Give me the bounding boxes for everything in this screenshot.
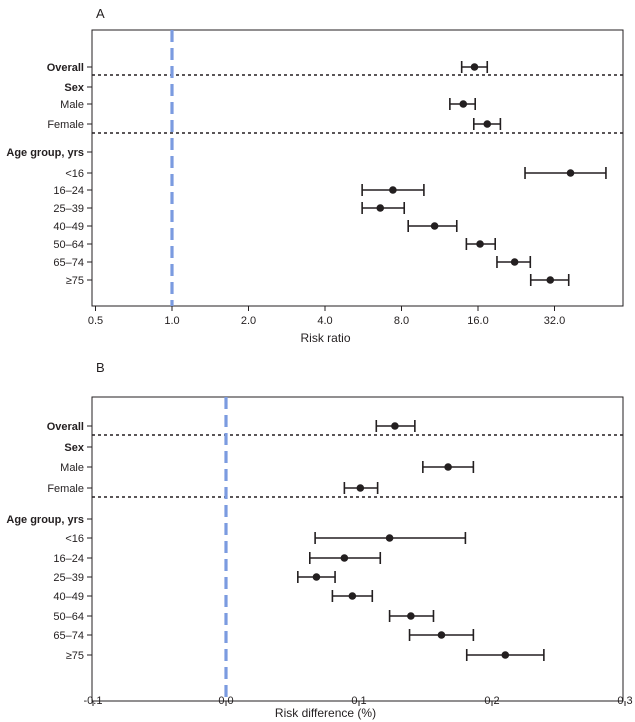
point-estimate: [348, 592, 357, 600]
row-label: Overall: [47, 421, 84, 433]
confidence-interval: [361, 184, 425, 196]
point-estimate: [470, 63, 479, 71]
row-label: 16–24: [53, 185, 84, 197]
point-estimate: [340, 554, 349, 562]
x-tick-label: 0.1: [351, 695, 366, 707]
confidence-interval: [361, 202, 406, 214]
confidence-interval: [465, 238, 497, 250]
point-estimate: [566, 169, 575, 177]
row-label: 25–39: [53, 203, 84, 215]
x-tick-label: 1.0: [164, 315, 179, 327]
confidence-interval: [408, 629, 475, 641]
row-label: 16–24: [53, 553, 84, 565]
confidence-interval: [465, 649, 545, 661]
row-label: Female: [47, 119, 84, 131]
confidence-interval: [496, 256, 532, 268]
point-estimate: [356, 484, 365, 492]
confidence-interval: [529, 274, 570, 286]
confidence-interval: [407, 220, 458, 232]
confidence-interval: [331, 590, 374, 602]
panel-a: A Overall Sex Male Female Age group, yrs <16 16…: [6, 6, 624, 345]
point-estimate: [476, 240, 484, 248]
confidence-interval: [308, 552, 382, 564]
section-header-label: Age group, yrs: [6, 147, 84, 159]
row-label: 65–74: [53, 630, 84, 642]
row-label: <16: [65, 533, 84, 545]
confidence-interval: [524, 167, 607, 179]
row-label: 40–49: [53, 591, 84, 603]
confidence-interval: [297, 571, 336, 583]
point-estimate: [312, 573, 321, 581]
row-label: 65–74: [53, 257, 84, 269]
row-label: Female: [47, 483, 84, 495]
row-label: 50–64: [53, 239, 84, 251]
confidence-interval: [314, 532, 467, 544]
point-estimate: [546, 276, 555, 284]
point-estimate: [483, 120, 492, 128]
row-label: 25–39: [53, 572, 84, 584]
point-estimate: [510, 258, 519, 266]
plot-frame: [91, 29, 624, 307]
x-tick-label: 0.5: [88, 315, 103, 327]
section-header-label: Sex: [64, 82, 84, 94]
x-axis-title: Risk difference (%): [275, 706, 376, 720]
row-label: ≥75: [66, 650, 84, 662]
row-label: Male: [60, 462, 84, 474]
confidence-interval: [388, 610, 435, 622]
row-label: Male: [60, 99, 84, 111]
point-estimate: [385, 534, 394, 542]
x-tick-label: 32.0: [544, 315, 565, 327]
point-estimate: [391, 422, 399, 430]
point-estimate: [389, 186, 397, 194]
point-estimate: [459, 100, 468, 108]
point-estimate: [444, 463, 452, 471]
point-estimate: [501, 651, 510, 659]
x-tick-label: 0.3: [617, 695, 632, 707]
x-tick-label: 0.2: [484, 695, 499, 707]
section-header-label: Age group, yrs: [6, 514, 84, 526]
row-label: 50–64: [53, 611, 84, 623]
confidence-interval: [472, 118, 502, 130]
section-header-label: Sex: [64, 442, 84, 454]
row-label: <16: [65, 168, 84, 180]
x-tick-label: 16.0: [467, 315, 488, 327]
confidence-interval: [375, 420, 416, 432]
point-estimate: [376, 204, 385, 212]
confidence-interval: [449, 98, 477, 110]
point-estimate: [430, 222, 439, 230]
row-label: ≥75: [66, 275, 84, 287]
row-label: 40–49: [53, 221, 84, 233]
row-label: Overall: [47, 62, 84, 74]
x-tick-label: 8.0: [394, 315, 409, 327]
x-tick-label: 4.0: [317, 315, 332, 327]
x-axis-title: Risk ratio: [300, 331, 350, 345]
panel-letter: A: [96, 6, 105, 21]
point-estimate: [407, 612, 415, 620]
panel-letter: B: [96, 360, 105, 375]
panel-b: B Overall Sex Male Female Age group, yrs <16 16…: [6, 360, 632, 720]
confidence-interval: [343, 482, 379, 494]
plot-frame: [91, 396, 624, 702]
x-tick-label: 2.0: [241, 315, 256, 327]
confidence-interval: [422, 461, 475, 473]
point-estimate: [437, 631, 446, 639]
x-tick-label: -0.1: [84, 695, 103, 707]
confidence-interval: [460, 61, 489, 73]
x-tick-label: 0.0: [218, 695, 233, 707]
